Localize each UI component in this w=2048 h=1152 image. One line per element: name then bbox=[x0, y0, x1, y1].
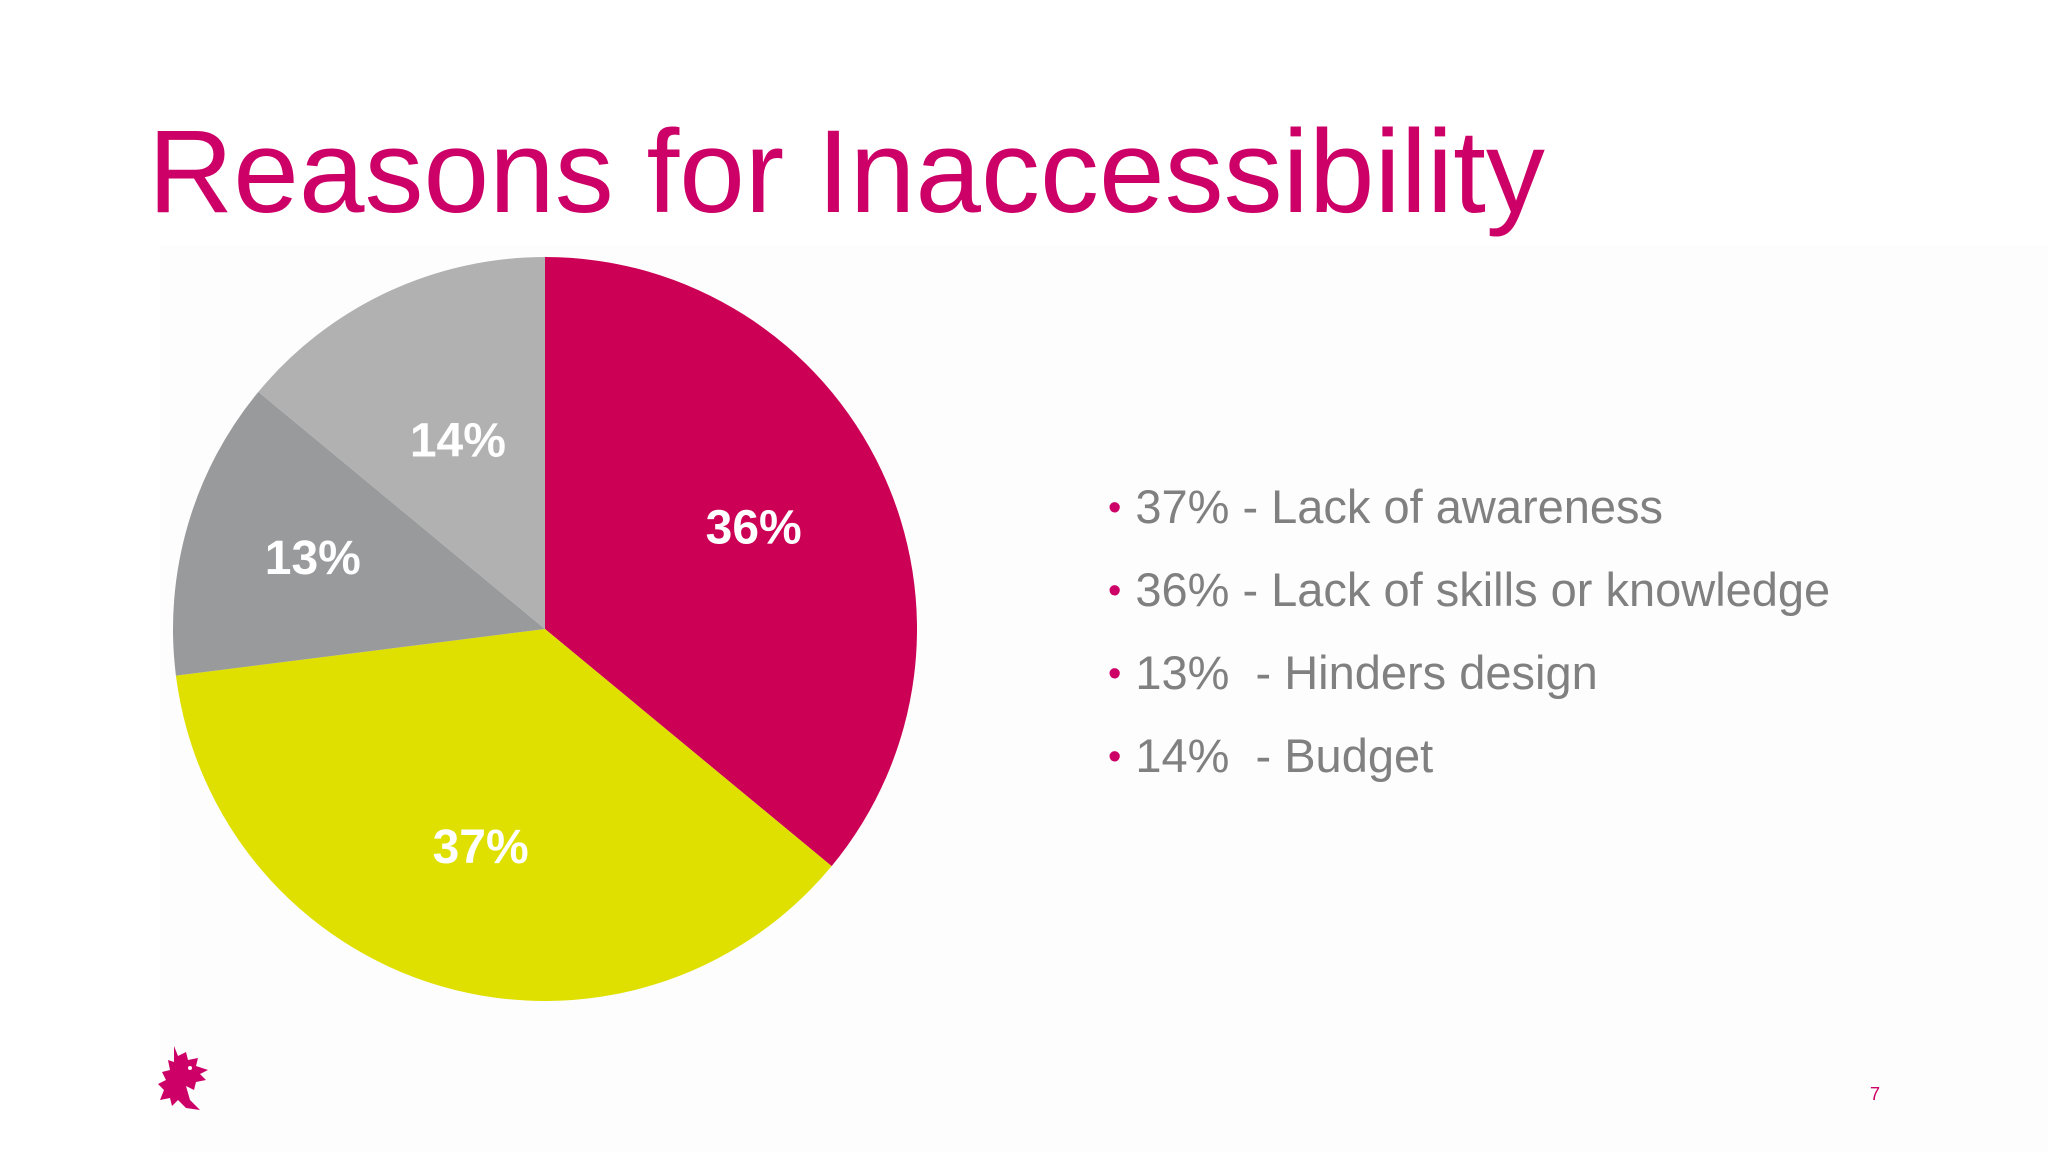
page-number: 7 bbox=[1870, 1084, 1881, 1104]
pie-labels: 36% 37% 13% 14% bbox=[265, 415, 802, 875]
legend-item: • 36% - Lack of skills or knowledge bbox=[1108, 553, 1830, 636]
legend-item: • 37% - Lack of awareness bbox=[1108, 470, 1830, 553]
slide-title: Reasons for Inaccessibility bbox=[148, 106, 1545, 238]
pie-slice-label: 37% bbox=[433, 821, 529, 874]
bullet-icon: • bbox=[1108, 570, 1122, 612]
pie-slice-label: 13% bbox=[265, 532, 361, 585]
pie-slices bbox=[173, 257, 917, 1001]
pie-slice bbox=[258, 257, 545, 629]
legend-item-text: 14% - Budget bbox=[1135, 729, 1434, 782]
pie-slice bbox=[175, 629, 832, 1001]
legend-item: • 14% - Budget bbox=[1108, 719, 1830, 802]
legend-list: • 37% - Lack of awareness • 36% - Lack of … bbox=[1108, 470, 1830, 802]
legend-item: • 13% - Hinders design bbox=[1108, 636, 1830, 719]
pie-slice-label: 14% bbox=[410, 415, 506, 468]
bullet-icon: • bbox=[1108, 487, 1122, 529]
pie-slice-label: 36% bbox=[706, 501, 802, 554]
dragon-logo-icon bbox=[158, 1046, 208, 1110]
legend-item-text: 36% - Lack of skills or knowledge bbox=[1135, 563, 1831, 616]
legend-item-text: 37% - Lack of awareness bbox=[1135, 480, 1664, 533]
pie-chart: 36% 37% 13% 14% bbox=[173, 257, 917, 1001]
legend-item-text: 13% - Hinders design bbox=[1135, 646, 1598, 699]
pie-slice bbox=[173, 391, 545, 676]
pie-slice bbox=[545, 257, 917, 867]
bullet-icon: • bbox=[1108, 736, 1122, 778]
bullet-icon: • bbox=[1108, 653, 1122, 695]
